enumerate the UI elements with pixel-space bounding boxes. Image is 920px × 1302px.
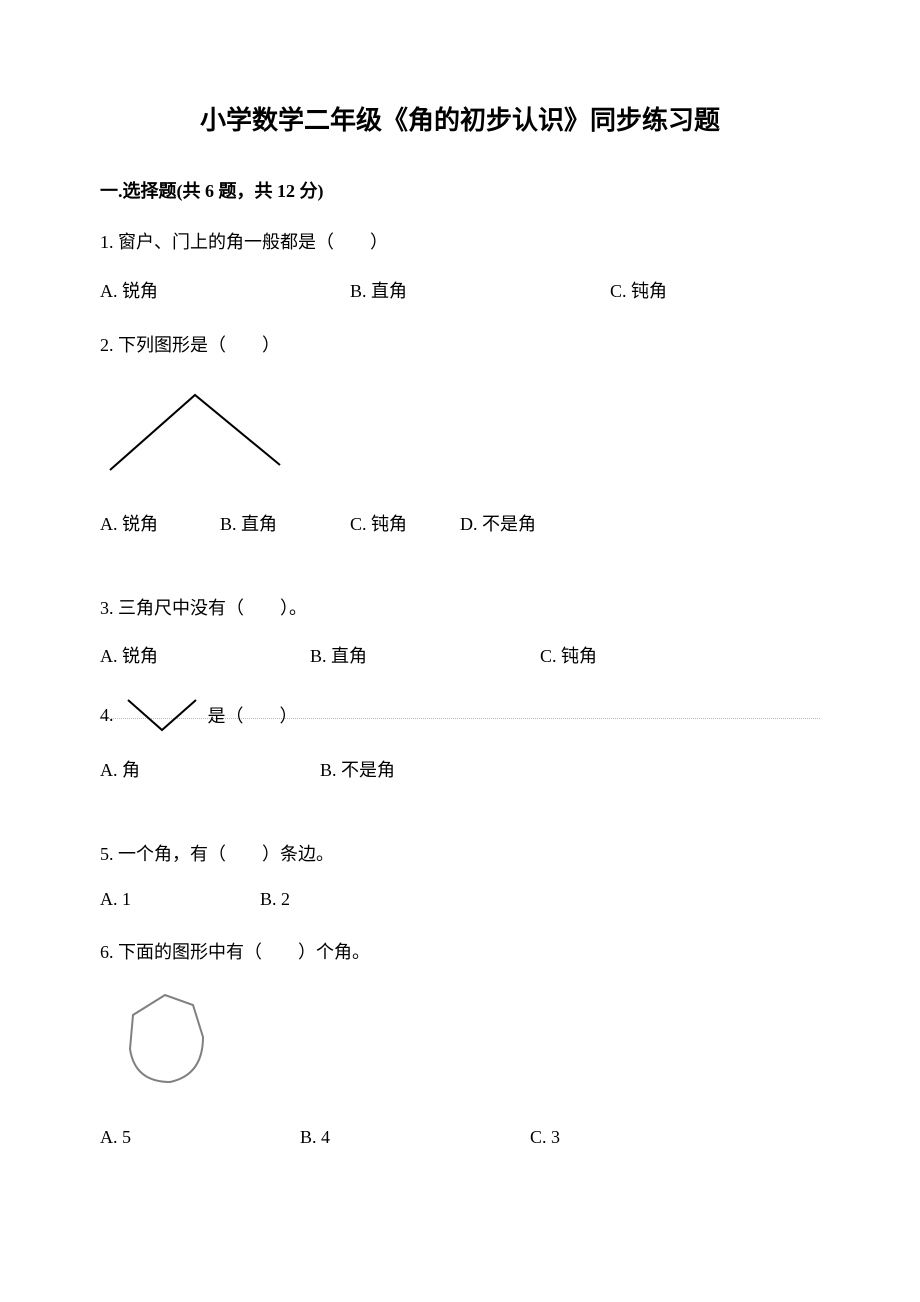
question-4-options: A. 角 B. 不是角 bbox=[100, 756, 820, 782]
q5-option-b: B. 2 bbox=[260, 889, 290, 910]
angle-shape-icon bbox=[100, 380, 300, 480]
question-2-text: 2. 下列图形是（ ） bbox=[100, 331, 820, 360]
question-4-line: 4. 是（ ） bbox=[100, 696, 820, 734]
worksheet-title: 小学数学二年级《角的初步认识》同步练习题 bbox=[100, 100, 820, 137]
q2-option-c: C. 钝角 bbox=[350, 510, 460, 536]
question-1-options: A. 锐角 B. 直角 C. 钝角 bbox=[100, 277, 820, 303]
q4-option-a: A. 角 bbox=[100, 756, 320, 782]
question-1-text: 1. 窗户、门上的角一般都是（ ） bbox=[100, 228, 820, 257]
q2-option-a: A. 锐角 bbox=[100, 510, 220, 536]
q5-option-a: A. 1 bbox=[100, 889, 260, 910]
q4-number: 4. bbox=[100, 705, 114, 726]
question-5-text: 5. 一个角，有（ ）条边。 bbox=[100, 840, 820, 869]
q3-option-c: C. 钝角 bbox=[540, 642, 597, 668]
q2-option-b: B. 直角 bbox=[220, 510, 350, 536]
question-5-options: A. 1 B. 2 bbox=[100, 889, 820, 910]
q4-option-b: B. 不是角 bbox=[320, 756, 395, 782]
q3-option-b: B. 直角 bbox=[310, 642, 540, 668]
question-6-text: 6. 下面的图形中有（ ）个角。 bbox=[100, 938, 820, 967]
question-3-text: 3. 三角尺中没有（ ）。 bbox=[100, 594, 820, 623]
worksheet-page: 小学数学二年级《角的初步认识》同步练习题 一.选择题(共 6 题，共 12 分)… bbox=[0, 0, 920, 1302]
section-header: 一.选择题(共 6 题，共 12 分) bbox=[100, 177, 820, 203]
q6-figure bbox=[115, 987, 820, 1097]
q2-figure bbox=[100, 380, 820, 485]
pentagon-rounded-icon bbox=[115, 987, 220, 1092]
v-shape-icon bbox=[124, 696, 202, 734]
question-6-options: A. 5 B. 4 C. 3 bbox=[100, 1127, 820, 1148]
q1-option-a: A. 锐角 bbox=[100, 277, 350, 303]
q6-option-c: C. 3 bbox=[530, 1127, 560, 1148]
q1-option-b: B. 直角 bbox=[350, 277, 610, 303]
question-2-options: A. 锐角 B. 直角 C. 钝角 D. 不是角 bbox=[100, 510, 820, 536]
q2-option-d: D. 不是角 bbox=[460, 510, 536, 536]
question-3-options: A. 锐角 B. 直角 C. 钝角 bbox=[100, 642, 820, 668]
q6-option-b: B. 4 bbox=[300, 1127, 530, 1148]
q6-option-a: A. 5 bbox=[100, 1127, 300, 1148]
q1-option-c: C. 钝角 bbox=[610, 277, 667, 303]
q4-tail-text: 是（ ） bbox=[208, 702, 298, 728]
q3-option-a: A. 锐角 bbox=[100, 642, 310, 668]
